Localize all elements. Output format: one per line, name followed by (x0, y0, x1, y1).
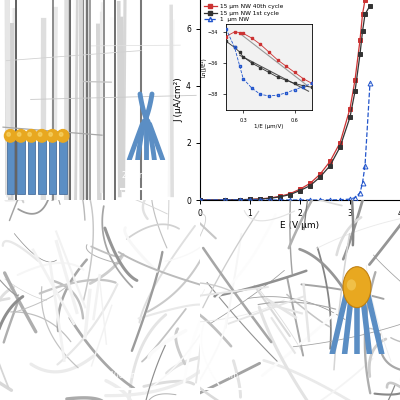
Ellipse shape (343, 267, 371, 308)
Circle shape (26, 130, 37, 142)
Circle shape (18, 132, 21, 136)
Text: 200 nm: 200 nm (122, 171, 152, 180)
Circle shape (57, 130, 69, 142)
Circle shape (38, 132, 42, 136)
Bar (28, 139, 35, 194)
Bar (17, 139, 25, 194)
Circle shape (4, 130, 16, 142)
Circle shape (15, 130, 27, 142)
Bar (59, 139, 67, 194)
Legend: 15 μm NW 40th cycle, 15 μm NW 1st cycle, 1  μm NW: 15 μm NW 40th cycle, 15 μm NW 1st cycle,… (203, 3, 284, 24)
Circle shape (46, 130, 58, 142)
Circle shape (59, 132, 63, 136)
Y-axis label: J (μA/cm²): J (μA/cm²) (174, 78, 183, 122)
Ellipse shape (347, 279, 356, 290)
Text: 200 nm: 200 nm (210, 371, 238, 380)
X-axis label: 1/E (μm/V): 1/E (μm/V) (254, 124, 284, 129)
Circle shape (49, 132, 52, 136)
Bar (38, 139, 46, 194)
Bar (48, 139, 56, 194)
Text: 400 nm: 400 nm (109, 371, 139, 380)
Circle shape (7, 132, 10, 136)
X-axis label: E (V/μm): E (V/μm) (280, 221, 320, 230)
Bar (6, 139, 14, 194)
Circle shape (28, 132, 31, 136)
Y-axis label: Ln(J/E²): Ln(J/E²) (200, 57, 206, 77)
Circle shape (36, 130, 48, 142)
